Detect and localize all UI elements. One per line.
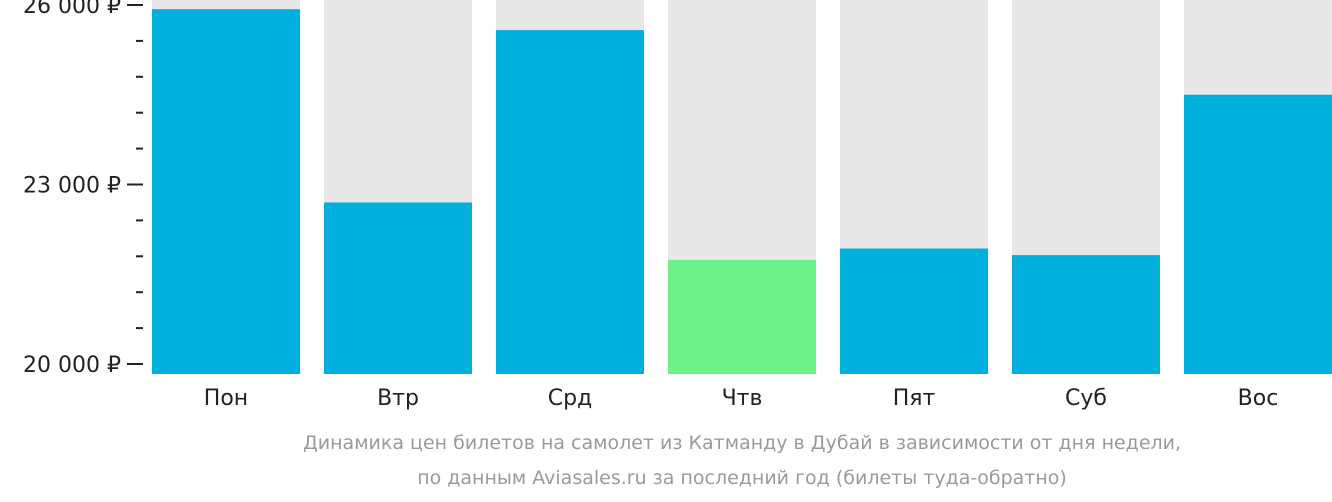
y-tick-label: 26 000 ₽ <box>23 0 121 19</box>
bar <box>1184 94 1332 374</box>
bar <box>324 202 472 374</box>
x-tick-label: Втр <box>377 386 419 411</box>
bar <box>152 9 300 375</box>
x-tick-label: Пон <box>204 386 248 411</box>
bar-cheapest <box>668 259 816 374</box>
chart-caption-line-1: Динамика цен билетов на самолет из Катма… <box>302 432 1182 454</box>
bar <box>496 30 644 374</box>
y-tick-label: 20 000 ₽ <box>23 353 121 378</box>
bar <box>840 248 988 374</box>
bar <box>1012 255 1160 374</box>
x-tick-label: Пят <box>893 386 936 411</box>
y-axis: 26 000 ₽ 23 000 ₽ 20 000 ₽ <box>23 0 143 378</box>
x-tick-label: Срд <box>548 386 593 411</box>
chart-caption-line-2: по данным Aviasales.ru за последний год … <box>417 467 1067 489</box>
x-tick-label: Суб <box>1065 386 1107 411</box>
columns-layer <box>152 0 1332 375</box>
y-tick-label: 23 000 ₽ <box>23 174 121 199</box>
x-tick-label: Чтв <box>722 386 763 411</box>
x-axis-labels: Пон Втр Срд Чтв Пят Суб Вос <box>204 386 1279 411</box>
x-tick-label: Вос <box>1238 386 1279 411</box>
